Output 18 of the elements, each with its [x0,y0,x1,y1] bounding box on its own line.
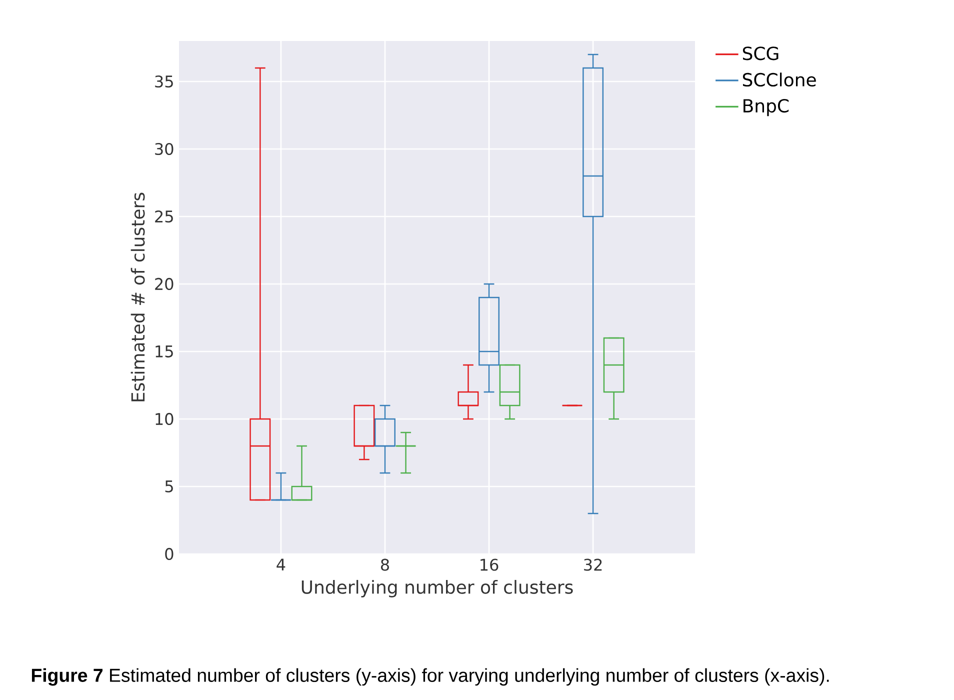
y-tick-label: 15 [156,346,173,358]
x-tick-label: 4 [276,558,286,570]
y-tick-label: 10 [156,412,174,426]
y-axis-title: Estimated # of clusters [130,192,145,402]
y-tick-label: 25 [155,210,173,223]
x-tick-label: 32 [584,558,602,571]
text: Figure 7 Estimated number of clusters (y-axis) for varying underlying number of clusters (x-axis). [32,668,829,686]
legend-label: BnpC [744,98,789,116]
legend-label: SCClone [742,72,816,87]
x-tick-label: 16 [480,558,498,571]
y-tick-label: 0 [165,548,174,560]
y-tick-label: 20 [155,278,174,290]
y-tick-label: 30 [155,142,174,156]
x-axis-title: Underlying number of clusters [302,580,573,598]
y-tick-label: 35 [155,75,173,88]
y-tick-label: 5 [165,480,173,492]
x-tick-label: 8 [380,558,389,571]
legend-label: SCG [742,46,778,60]
